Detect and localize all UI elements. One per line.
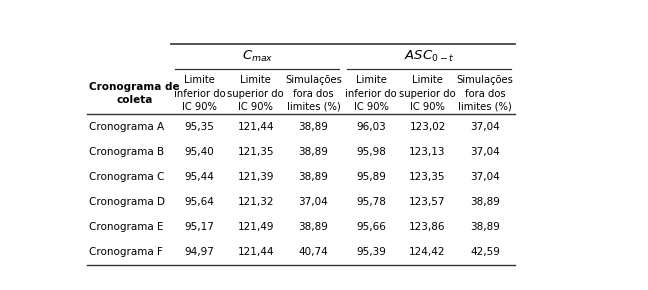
Text: Cronograma A: Cronograma A <box>89 122 164 132</box>
Text: $C_{max}$: $C_{max}$ <box>242 49 273 64</box>
Text: Cronograma C: Cronograma C <box>89 172 165 182</box>
Text: 121,44: 121,44 <box>238 122 274 132</box>
Text: Limite
superior do
IC 90%: Limite superior do IC 90% <box>399 75 456 112</box>
Text: 38,89: 38,89 <box>470 222 500 232</box>
Text: Cronograma E: Cronograma E <box>89 222 163 232</box>
Text: Limite
inferior do
IC 90%: Limite inferior do IC 90% <box>174 75 226 112</box>
Text: 95,17: 95,17 <box>185 222 214 232</box>
Text: 95,39: 95,39 <box>356 247 386 257</box>
Text: 94,97: 94,97 <box>185 247 214 257</box>
Text: 121,39: 121,39 <box>238 172 274 182</box>
Text: Cronograma F: Cronograma F <box>89 247 163 257</box>
Text: 121,35: 121,35 <box>238 147 274 157</box>
Text: 123,35: 123,35 <box>410 172 446 182</box>
Text: Simulações
fora dos
limites (%): Simulações fora dos limites (%) <box>457 75 514 112</box>
Text: 95,66: 95,66 <box>356 222 386 232</box>
Text: 123,02: 123,02 <box>410 122 446 132</box>
Text: 123,86: 123,86 <box>410 222 446 232</box>
Text: 124,42: 124,42 <box>410 247 446 257</box>
Text: 38,89: 38,89 <box>299 222 329 232</box>
Text: 95,64: 95,64 <box>185 197 214 207</box>
Text: 37,04: 37,04 <box>470 122 500 132</box>
Text: 37,04: 37,04 <box>470 147 500 157</box>
Text: 121,44: 121,44 <box>238 247 274 257</box>
Text: 95,89: 95,89 <box>356 172 386 182</box>
Text: 95,44: 95,44 <box>185 172 214 182</box>
Text: Cronograma B: Cronograma B <box>89 147 164 157</box>
Text: Cronograma D: Cronograma D <box>89 197 165 207</box>
Text: 38,89: 38,89 <box>470 197 500 207</box>
Text: Limite
superior do
IC 90%: Limite superior do IC 90% <box>227 75 284 112</box>
Text: 121,49: 121,49 <box>238 222 274 232</box>
Text: 95,35: 95,35 <box>185 122 214 132</box>
Text: 95,98: 95,98 <box>356 147 386 157</box>
Text: 95,40: 95,40 <box>185 147 214 157</box>
Text: 123,13: 123,13 <box>410 147 446 157</box>
Text: 38,89: 38,89 <box>299 122 329 132</box>
Text: 37,04: 37,04 <box>299 197 329 207</box>
Text: $ASC_{0-t}$: $ASC_{0-t}$ <box>404 49 454 64</box>
Text: 38,89: 38,89 <box>299 147 329 157</box>
Text: 38,89: 38,89 <box>299 172 329 182</box>
Text: 42,59: 42,59 <box>470 247 500 257</box>
Text: 123,57: 123,57 <box>410 197 446 207</box>
Text: 121,32: 121,32 <box>238 197 274 207</box>
Text: 96,03: 96,03 <box>356 122 386 132</box>
Text: Simulações
fora dos
limites (%): Simulações fora dos limites (%) <box>285 75 342 112</box>
Text: 95,78: 95,78 <box>356 197 386 207</box>
Text: Cronograma de
coleta: Cronograma de coleta <box>89 82 179 105</box>
Text: 40,74: 40,74 <box>299 247 329 257</box>
Text: Limite
inferior do
IC 90%: Limite inferior do IC 90% <box>345 75 397 112</box>
Text: 37,04: 37,04 <box>470 172 500 182</box>
